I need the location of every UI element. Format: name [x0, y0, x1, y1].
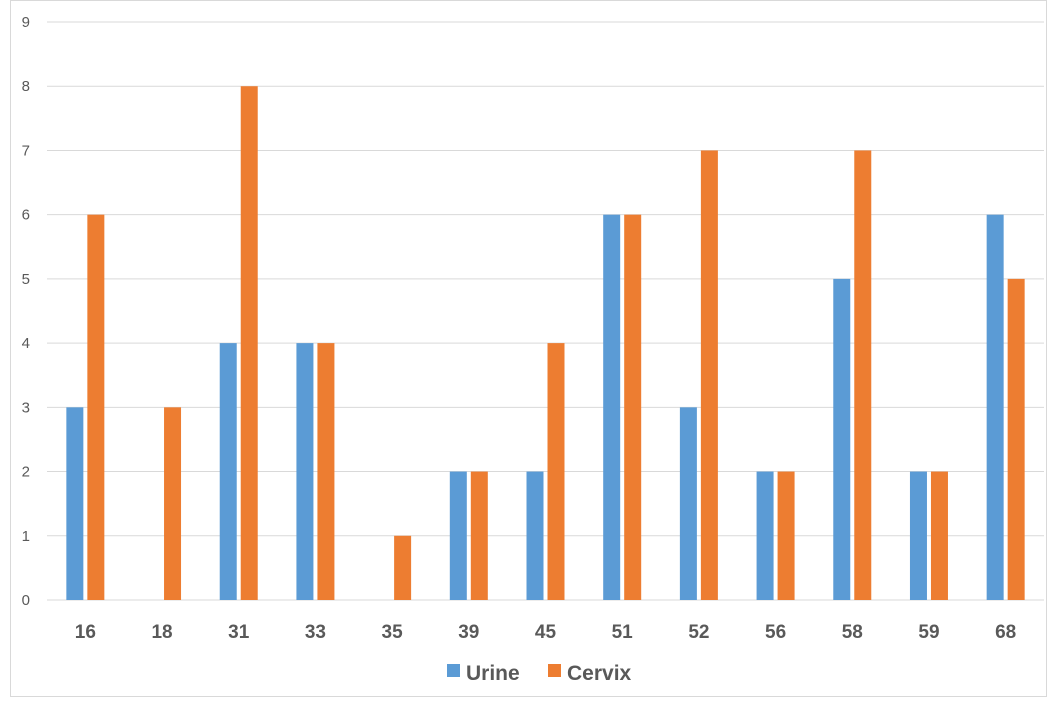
bar-urine: [66, 407, 84, 600]
bar-urine: [603, 214, 621, 600]
legend-swatch-urine: [447, 664, 460, 677]
x-tick-label: 39: [458, 622, 479, 643]
bar-urine: [219, 343, 237, 600]
bar-urine: [296, 343, 314, 600]
bar-cervix: [1007, 278, 1025, 600]
bar-cervix: [87, 214, 105, 600]
x-tick-label: 18: [151, 622, 172, 643]
x-tick-label: 51: [612, 622, 634, 643]
x-tick-label: 45: [535, 622, 557, 643]
legend-swatch-cervix: [548, 664, 561, 677]
gridlines: [47, 21, 1044, 601]
legend: Urine Cervix: [447, 662, 632, 685]
legend-label-cervix: Cervix: [567, 662, 632, 685]
bar-cervix: [777, 471, 795, 600]
bar-urine: [526, 471, 544, 600]
bar-urine: [909, 471, 927, 600]
bar-urine: [986, 214, 1004, 600]
bar-cervix: [394, 535, 412, 600]
y-tick-label: 3: [22, 399, 30, 416]
x-tick-label: 56: [765, 622, 786, 643]
x-tick-label: 16: [75, 622, 96, 643]
x-tick-label: 35: [382, 622, 404, 643]
y-tick-label: 1: [22, 528, 30, 545]
chart-frame: [10, 0, 1047, 697]
y-axis-ticks: 0 1 2 3 4 5 6 7 8 9: [22, 14, 30, 609]
bar-cervix: [547, 343, 565, 600]
x-tick-label: 58: [842, 622, 863, 643]
y-tick-label: 6: [22, 207, 30, 224]
bar-urine: [833, 278, 851, 600]
x-tick-label: 68: [995, 622, 1016, 643]
y-tick-label: 2: [22, 464, 30, 481]
bar-urine: [679, 407, 697, 600]
y-tick-label: 5: [22, 271, 30, 288]
bar-urine: [756, 471, 774, 600]
bar-cervix: [240, 86, 258, 600]
legend-label-urine: Urine: [466, 662, 520, 685]
bar-cervix: [624, 214, 642, 600]
bar-cervix: [470, 471, 488, 600]
y-tick-label: 0: [22, 592, 30, 609]
bar-cervix: [854, 150, 872, 600]
bar-urine: [449, 471, 467, 600]
bar-cervix: [317, 343, 335, 600]
y-tick-label: 7: [22, 142, 30, 159]
x-tick-label: 52: [688, 622, 709, 643]
x-tick-label: 31: [228, 622, 250, 643]
x-axis-ticks: 16 18 31 33 35 39 45 51 52 56 58 59 68: [75, 622, 1016, 643]
bars: [66, 86, 1025, 600]
y-tick-label: 9: [22, 14, 30, 31]
y-tick-label: 4: [22, 335, 30, 352]
bar-cervix: [930, 471, 948, 600]
x-tick-label: 59: [918, 622, 939, 643]
x-tick-label: 33: [305, 622, 326, 643]
bar-cervix: [700, 150, 718, 600]
bar-cervix: [164, 407, 182, 600]
y-tick-label: 8: [22, 78, 30, 95]
